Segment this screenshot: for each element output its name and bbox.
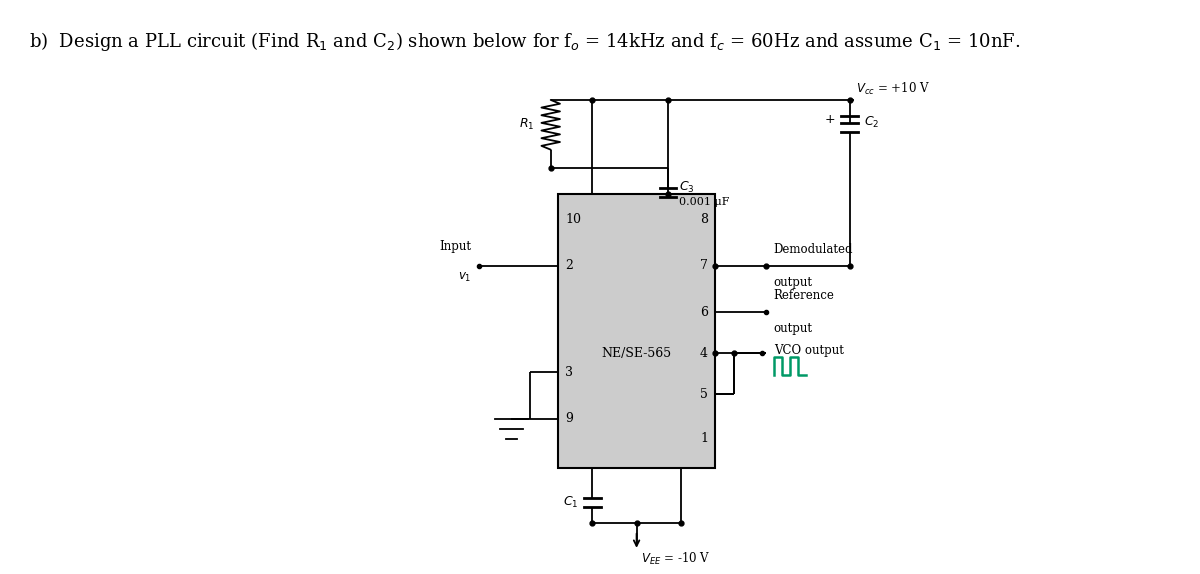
Text: b)  Design a PLL circuit (Find R$_1$ and C$_2$) shown below for f$_o$ = 14kHz an: b) Design a PLL circuit (Find R$_1$ and …: [29, 30, 1020, 53]
Text: 6: 6: [700, 305, 708, 319]
Text: +: +: [826, 113, 835, 126]
Text: 9: 9: [565, 412, 574, 425]
Text: Demodulated: Demodulated: [774, 243, 853, 255]
Text: $C_2$: $C_2$: [864, 115, 880, 130]
Text: 7: 7: [700, 259, 708, 272]
Text: Input: Input: [439, 240, 472, 253]
Text: 1: 1: [700, 432, 708, 444]
Text: 3: 3: [565, 366, 574, 379]
Text: $v_1$: $v_1$: [458, 270, 472, 284]
Text: $C_1$: $C_1$: [563, 495, 578, 510]
Text: $V_{cc}$ = +10 V: $V_{cc}$ = +10 V: [857, 81, 930, 97]
Text: 2: 2: [565, 259, 574, 272]
Text: 0.001 μF: 0.001 μF: [679, 197, 730, 207]
Text: VCO output: VCO output: [774, 344, 844, 356]
Bar: [558, 195, 715, 468]
Text: $R_1$: $R_1$: [518, 117, 534, 133]
Text: NE/SE-565: NE/SE-565: [601, 347, 672, 360]
Text: $V_{EE}$ = -10 V: $V_{EE}$ = -10 V: [641, 550, 710, 567]
Text: output: output: [774, 322, 812, 335]
Text: Reference: Reference: [774, 289, 835, 302]
Text: $C_3$: $C_3$: [679, 180, 695, 195]
Text: 10: 10: [565, 212, 581, 226]
Text: 8: 8: [700, 212, 708, 226]
Text: 4: 4: [700, 347, 708, 360]
Text: 5: 5: [700, 387, 708, 401]
Text: output: output: [774, 276, 812, 289]
